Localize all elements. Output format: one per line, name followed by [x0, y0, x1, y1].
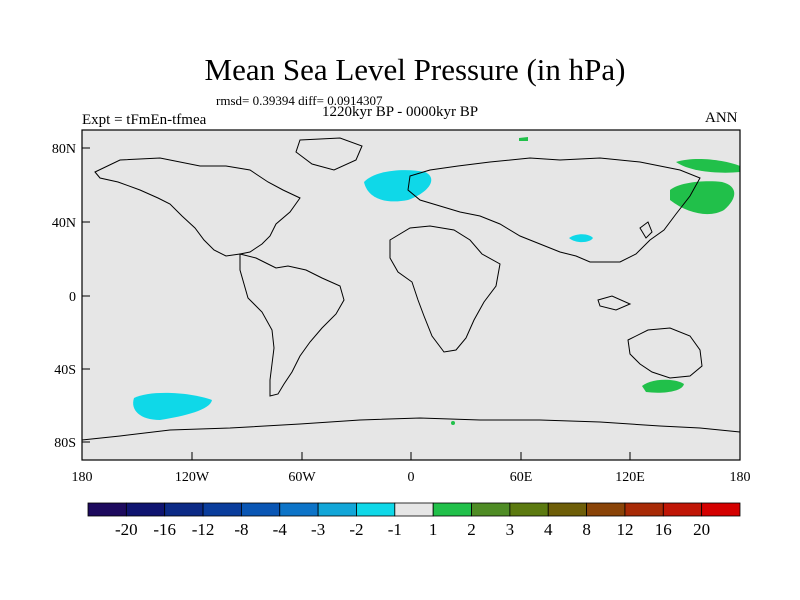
colorbar-label: -4: [273, 520, 288, 539]
colorbar-box: [624, 502, 664, 517]
colorbar-label: 3: [506, 520, 515, 539]
colorbar-label: -20: [115, 520, 138, 539]
colorbar-box: [394, 502, 434, 517]
colorbar-box: [125, 502, 166, 517]
colorbar-boxes: [87, 502, 741, 517]
period-text: 1220kyr BP - 0000kyr BP: [322, 104, 479, 120]
x-tick-label: 180: [72, 470, 93, 485]
y-tick-label: 40N: [52, 216, 76, 231]
coastlines: [81, 137, 741, 441]
season-label: ANN: [705, 110, 738, 126]
colorbar-label: -2: [349, 520, 363, 539]
colorbar-box: [509, 502, 549, 517]
coastline-greenland: [295, 137, 363, 171]
coastline-australia: [627, 327, 703, 379]
colorbar-label: -1: [388, 520, 402, 539]
colorbar-box: [202, 502, 242, 517]
y-tick-label: 80N: [52, 142, 76, 157]
x-tick-label: 0: [408, 470, 415, 485]
colorbar-label: 12: [616, 520, 633, 539]
colorbar-labels: -20 -16 -12 -8 -4 -3 -2 -1 1 2 3 4 8 12 16 20: [115, 520, 710, 539]
coastline-africa: [389, 225, 501, 353]
positive-anomaly-southern-ocean: [642, 379, 684, 393]
y-tick-label: 40S: [54, 363, 76, 378]
positive-anomaly-north-pacific: [670, 181, 735, 215]
y-tick-label: 80S: [54, 436, 76, 451]
x-tick-label: 180: [730, 470, 751, 485]
colorbar-label: -12: [192, 520, 215, 539]
coastline-japan: [639, 221, 653, 239]
negative-anomaly-south-pacific: [133, 392, 212, 420]
anomaly-regions: [133, 137, 740, 425]
x-tick-label: 120E: [615, 470, 645, 485]
colorbar-box: [317, 502, 357, 517]
positive-anomaly-arctic-east: [676, 159, 740, 173]
coastline-antarctica: [81, 417, 741, 441]
colorbar-box: [356, 502, 396, 517]
colorbar-label: 4: [544, 520, 553, 539]
y-tick-label: 0: [69, 290, 76, 305]
colorbar-box: [432, 502, 472, 517]
colorbar-box: [279, 502, 319, 517]
colorbar-box: [471, 502, 511, 517]
stats-text: rmsd= 0.39394 diff= 0.0914307: [216, 93, 383, 108]
colorbar-label: 20: [693, 520, 710, 539]
coastline-indonesia: [597, 295, 632, 311]
colorbar-label: 1: [429, 520, 438, 539]
y-axis-ticks: 80N 40N 0 40S 80S: [52, 142, 90, 451]
colorbar-label: -16: [153, 520, 176, 539]
colorbar-box: [164, 502, 204, 517]
experiment-label: Expt = tFmEn-tfmea: [82, 112, 207, 128]
map-title: Mean Sea Level Pressure (in hPa): [204, 52, 626, 87]
x-tick-label: 60E: [510, 470, 533, 485]
colorbar: -20 -16 -12 -8 -4 -3 -2 -1 1 2 3 4 8 12 16 20: [87, 502, 741, 539]
colorbar-box: [586, 502, 626, 517]
x-axis-ticks: 180 120W 60W 0 60E 120E 180: [72, 452, 751, 485]
colorbar-label: 2: [467, 520, 476, 539]
colorbar-box: [662, 502, 703, 517]
positive-anomaly-arctic: [519, 137, 528, 141]
coastline-eurasia: [407, 157, 701, 263]
coastline-north-america: [94, 157, 301, 257]
negative-anomaly-north-atlantic: [364, 170, 432, 202]
colorbar-box: [547, 502, 587, 517]
colorbar-label: -8: [234, 520, 248, 539]
colorbar-label: 8: [582, 520, 591, 539]
x-tick-label: 60W: [288, 470, 316, 485]
coastline-south-america: [239, 253, 345, 397]
colorbar-box: [87, 502, 127, 517]
x-tick-label: 120W: [175, 470, 210, 485]
colorbar-label: 16: [655, 520, 672, 539]
negative-anomaly-central-asia: [569, 234, 593, 243]
positive-anomaly-dot: [451, 421, 455, 425]
colorbar-label: -3: [311, 520, 325, 539]
colorbar-box: [241, 502, 281, 517]
colorbar-box: [701, 502, 741, 517]
